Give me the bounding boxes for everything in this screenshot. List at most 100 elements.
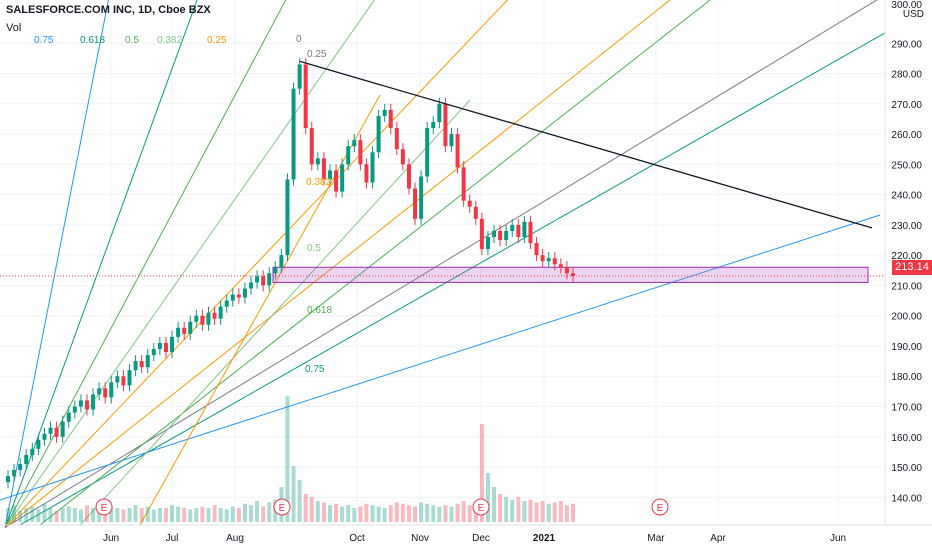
volume-bar <box>564 505 569 522</box>
volume-bar <box>540 501 545 522</box>
candle-body <box>157 342 162 349</box>
volume-bar <box>382 508 387 522</box>
price-axis-unit: USD <box>902 9 924 20</box>
candle-body <box>376 115 381 153</box>
volume-bar <box>413 506 418 522</box>
candle-body <box>72 406 77 413</box>
candle-body <box>388 109 393 129</box>
volume-bar <box>479 424 484 522</box>
volume-bar <box>78 509 83 522</box>
candle-body <box>419 176 424 219</box>
volume-bar <box>358 506 363 522</box>
price-tick-label: 240.00 <box>891 191 922 202</box>
fan-legend-item: 0.25 <box>207 35 227 46</box>
candle-body <box>66 412 71 422</box>
price-tick-label: 210.00 <box>891 281 922 292</box>
volume-bar <box>127 508 132 522</box>
candle-body <box>449 134 454 147</box>
volume-bar <box>170 505 175 522</box>
candle-body <box>48 427 53 434</box>
earnings-marker-label: E <box>657 503 664 514</box>
price-axis[interactable]: 290.00 280.00 270.00 260.00 250.00 240.00 230.… <box>884 0 932 550</box>
fan-line <box>4 0 671 528</box>
price-tick-label: 160.00 <box>891 433 922 444</box>
volume-bar <box>443 505 448 522</box>
volume-bar <box>346 505 351 522</box>
price-tick-label: 220.00 <box>891 251 922 262</box>
volume-bar <box>285 396 290 522</box>
earnings-marker <box>651 498 669 516</box>
volume-bar <box>510 499 515 522</box>
time-axis[interactable]: Jun Jul Aug Oct Nov Dec 2021 Mar Apr Jun <box>0 524 932 544</box>
chart-overlays: 0 0.25 0.382 0.5 0.618 0.75 E E E E <box>0 34 885 516</box>
fan-legend-item: 0.75 <box>34 35 54 46</box>
candle-body <box>309 128 314 165</box>
zone-rect <box>272 266 869 283</box>
candle-body <box>400 149 405 165</box>
candle-body <box>382 109 387 116</box>
volume-bar <box>121 509 126 522</box>
volume-bar <box>212 505 217 522</box>
price-tick-label: 250.00 <box>891 160 922 171</box>
candle-body <box>485 236 490 250</box>
volume-bar <box>455 503 460 522</box>
volume-bar <box>97 508 102 522</box>
candle-body <box>498 230 503 241</box>
price-tick-label: 270.00 <box>891 100 922 111</box>
volume-bar <box>419 502 424 522</box>
fan-line <box>19 29 891 526</box>
fan-level-label: 0.382 <box>306 177 331 188</box>
candle-body <box>145 355 150 368</box>
candle-body <box>346 146 351 165</box>
volume-bar <box>376 506 381 522</box>
volume-bar <box>48 508 53 522</box>
candle-body <box>24 454 29 465</box>
candle-body <box>510 224 515 231</box>
volume-bar <box>236 508 241 522</box>
time-tick-label: Jul <box>166 533 179 544</box>
volume-bar <box>522 501 527 522</box>
candle-body <box>279 255 284 268</box>
volume-bar <box>498 494 503 522</box>
fan-level-label: 0.618 <box>307 305 332 316</box>
time-tick-label: Mar <box>647 533 665 544</box>
volume-bar <box>297 480 302 522</box>
time-tick-label: Jun <box>830 533 846 544</box>
candle-body <box>97 388 102 395</box>
candle-body <box>437 103 442 122</box>
candle-body <box>182 327 187 334</box>
candle-body <box>194 315 199 322</box>
candle-body <box>12 470 17 477</box>
volume-bar <box>449 506 454 522</box>
candle-body <box>358 140 363 165</box>
price-tick-label: 170.00 <box>891 403 922 414</box>
fan-line <box>79 99 471 526</box>
candle-body <box>461 167 466 201</box>
volume-bar <box>206 508 211 522</box>
candle-body <box>297 64 302 89</box>
candle-body <box>6 476 10 483</box>
volume-bar <box>230 506 235 522</box>
candle-body <box>352 140 357 147</box>
volume-bar <box>528 499 533 522</box>
candle-body <box>394 128 399 150</box>
candle-body <box>334 170 339 192</box>
volume-bar <box>133 505 138 522</box>
price-top-label: 300.00 <box>891 0 922 11</box>
volume-bar <box>352 508 357 522</box>
fib-fan <box>0 0 891 529</box>
candle-body <box>218 306 223 319</box>
volume-bar <box>400 503 405 522</box>
fan-level-label: 0.5 <box>307 243 321 254</box>
fan-line <box>4 0 878 529</box>
volume-bar <box>364 503 369 522</box>
volume-bar <box>516 496 521 522</box>
volume-bar <box>36 509 41 522</box>
candle-body <box>425 128 430 177</box>
volume-bar <box>157 508 162 522</box>
candle-body <box>267 273 272 286</box>
volume-bar <box>6 508 10 522</box>
candle-body <box>571 273 575 276</box>
